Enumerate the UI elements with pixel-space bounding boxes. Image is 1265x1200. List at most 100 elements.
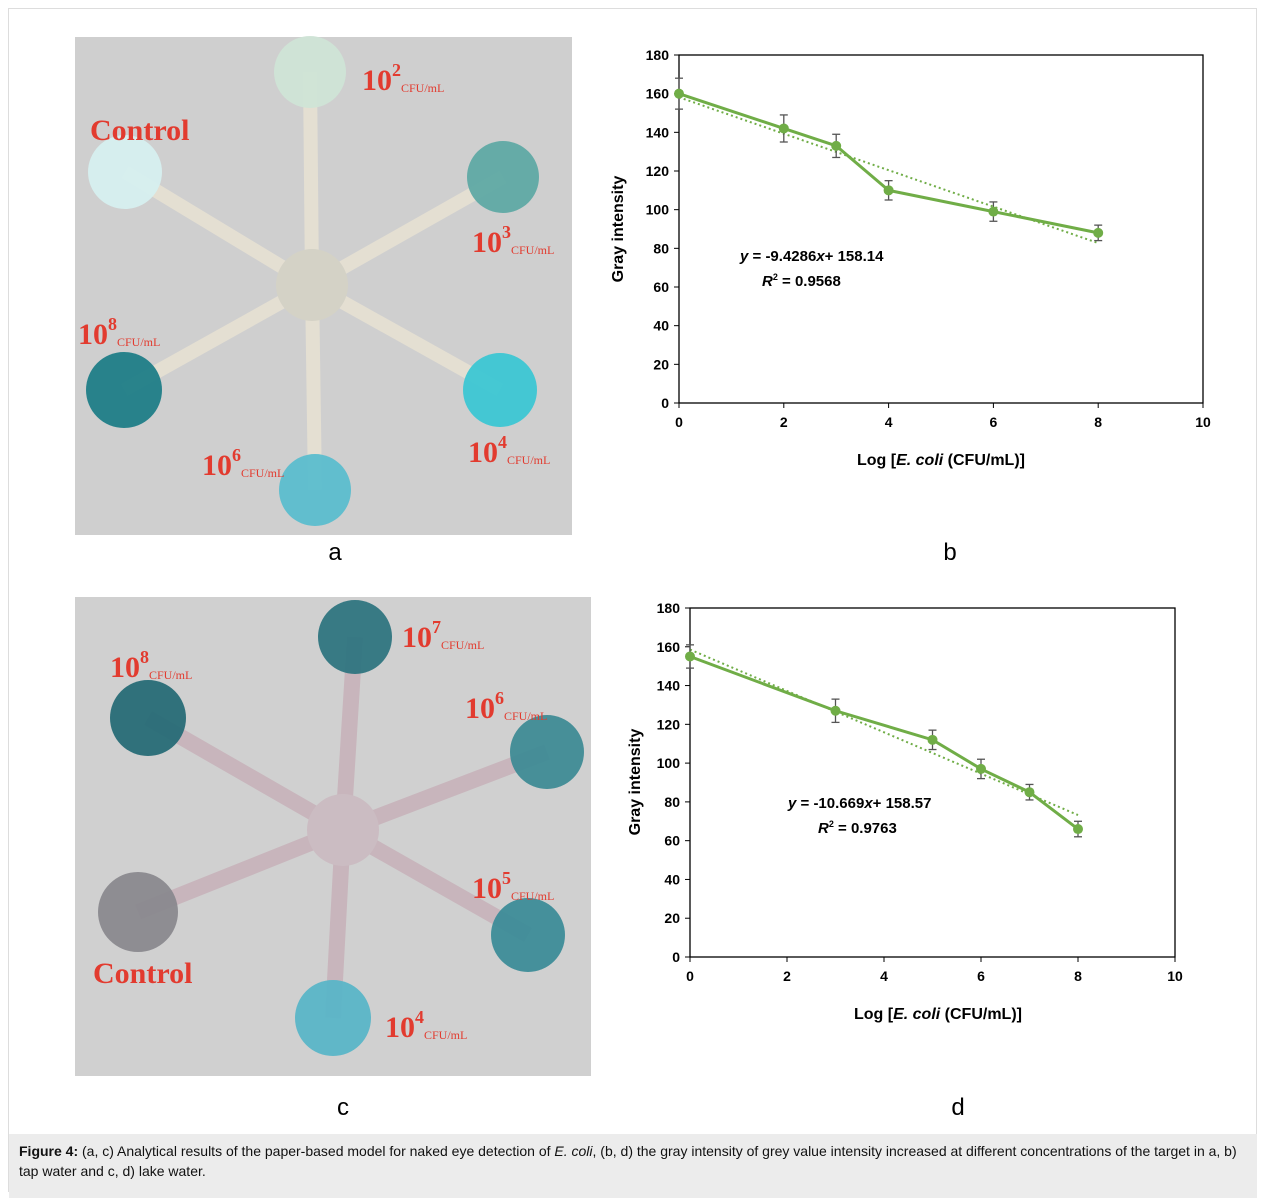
photo-label: 107CFU/mL — [402, 617, 484, 654]
r-squared-exp: 2 — [829, 819, 834, 829]
data-point — [831, 140, 842, 151]
r-squared-part: R — [818, 820, 829, 837]
data-point — [883, 185, 894, 196]
photo-label: 106CFU/mL — [465, 688, 547, 725]
y-tick-label: 120 — [657, 716, 681, 732]
y-tick-label: 0 — [661, 395, 669, 411]
x-tick-label: 6 — [990, 414, 998, 430]
label-base: 10 — [468, 436, 498, 469]
label-base: 10 — [465, 692, 495, 725]
data-point — [988, 206, 999, 217]
x-tick-label: 2 — [783, 968, 791, 984]
data-point — [927, 734, 938, 745]
y-tick-label: 20 — [664, 910, 680, 926]
y-tick-label: 40 — [653, 318, 669, 334]
photo-arm — [308, 170, 507, 292]
photo-label: 103CFU/mL — [472, 222, 554, 259]
y-tick-label: 160 — [657, 639, 681, 655]
data-point — [778, 123, 789, 134]
trendline — [689, 648, 1079, 816]
plot-frame — [689, 607, 1176, 958]
x-tick-label: 6 — [977, 968, 985, 984]
label-exp: 7 — [432, 617, 441, 637]
label-unit: CFU/mL — [424, 1028, 467, 1042]
x-tick-label: 10 — [1195, 414, 1211, 430]
x-axis-label-part: (CFU/mL)] — [943, 452, 1025, 469]
y-tick-label: 80 — [653, 240, 669, 256]
photo-label: 102CFU/mL — [362, 60, 444, 97]
equation-part: x — [815, 248, 825, 265]
photo-spot — [491, 898, 565, 972]
label-unit: CFU/mL — [507, 453, 550, 467]
x-axis-label: Log [E. coli (CFU/mL)] — [857, 452, 1025, 469]
r-squared-part: = 0.9568 — [778, 273, 841, 290]
x-tick-label: 8 — [1094, 414, 1102, 430]
data-line — [678, 92, 1099, 235]
label-base: 10 — [78, 318, 108, 351]
y-tick-label: 120 — [646, 163, 670, 179]
x-axis-label-part: Log [ — [854, 1006, 894, 1023]
photo-label: 104CFU/mL — [385, 1007, 467, 1044]
label-exp: 5 — [502, 868, 511, 888]
label-base: 10 — [472, 226, 502, 259]
photo-spot — [279, 454, 351, 526]
label-unit: CFU/mL — [149, 668, 192, 682]
y-tick-label: 140 — [657, 678, 681, 694]
y-tick-label: 100 — [646, 202, 670, 218]
panel-letter: b — [943, 539, 956, 566]
equation-part: = -9.4286 — [748, 248, 816, 265]
x-tick-label: 0 — [675, 414, 683, 430]
equation-part: y — [739, 248, 749, 265]
equation-part: + 158.57 — [873, 795, 932, 812]
y-tick-label: 100 — [657, 755, 681, 771]
equation-part: + 158.14 — [825, 248, 884, 265]
y-axis-label: Gray intensity — [627, 729, 644, 836]
photo-spot — [318, 600, 392, 674]
x-tick-label: 4 — [885, 414, 893, 430]
label-unit: CFU/mL — [117, 335, 160, 349]
r-squared-part: = 0.9763 — [834, 820, 897, 837]
data-line — [689, 655, 1079, 831]
x-tick-label: 4 — [880, 968, 888, 984]
label-exp: 4 — [498, 432, 507, 452]
label-unit: CFU/mL — [511, 243, 554, 257]
y-tick-label: 180 — [657, 600, 681, 616]
x-tick-label: 2 — [780, 414, 788, 430]
photo-spot — [110, 680, 186, 756]
trendline — [678, 96, 1099, 245]
label-unit: CFU/mL — [241, 466, 284, 480]
caption-label: Figure 4: — [19, 1143, 79, 1159]
photo-spot — [86, 352, 162, 428]
y-tick-label: 160 — [646, 86, 670, 102]
label-base: 10 — [402, 621, 432, 654]
plot-frame — [678, 54, 1204, 404]
photo-spot — [510, 715, 584, 789]
label-exp: 6 — [232, 445, 241, 465]
photo-label: 106CFU/mL — [202, 445, 284, 482]
label-exp: 8 — [140, 647, 149, 667]
panel-letter: c — [337, 1094, 349, 1121]
photo-spot — [88, 135, 162, 209]
data-point — [830, 705, 841, 716]
caption: Figure 4: (a, c) Analytical results of t… — [9, 1134, 1257, 1198]
y-axis-label: Gray intensity — [610, 176, 627, 283]
label-unit: CFU/mL — [504, 709, 547, 723]
y-tick-label: 140 — [646, 124, 670, 140]
photo-label: 108CFU/mL — [110, 647, 192, 684]
data-point — [1073, 824, 1083, 835]
x-tick-label: 0 — [686, 968, 694, 984]
data-point — [976, 763, 986, 774]
panel-letter: a — [328, 539, 342, 566]
x-tick-label: 10 — [1167, 968, 1183, 984]
x-axis-label-part: E. coli — [893, 1006, 941, 1023]
photo-hub — [307, 794, 379, 866]
data-point — [1024, 787, 1035, 798]
x-tick-label: 8 — [1074, 968, 1082, 984]
equation: y = -9.4286x+ 158.14 — [739, 248, 884, 265]
label-unit: CFU/mL — [511, 889, 554, 903]
y-tick-label: 80 — [664, 794, 680, 810]
caption-text: (a, c) Analytical results of the paper-b… — [78, 1143, 555, 1159]
label-exp: 2 — [392, 60, 401, 80]
label-base: 10 — [472, 872, 502, 905]
